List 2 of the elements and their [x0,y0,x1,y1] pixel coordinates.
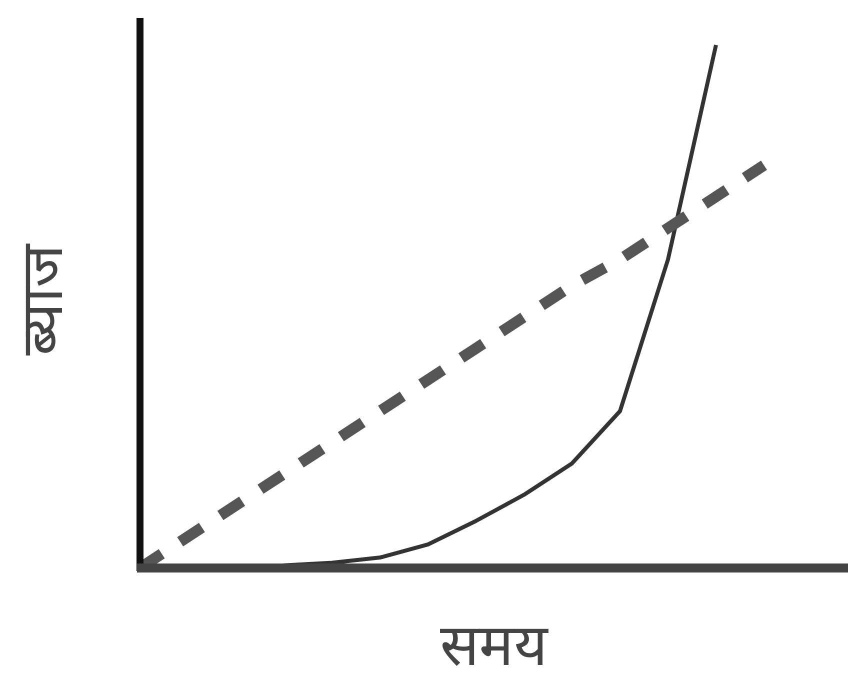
x-axis-title: समय [440,611,549,679]
y-axis-title: ब्याज [8,244,76,356]
